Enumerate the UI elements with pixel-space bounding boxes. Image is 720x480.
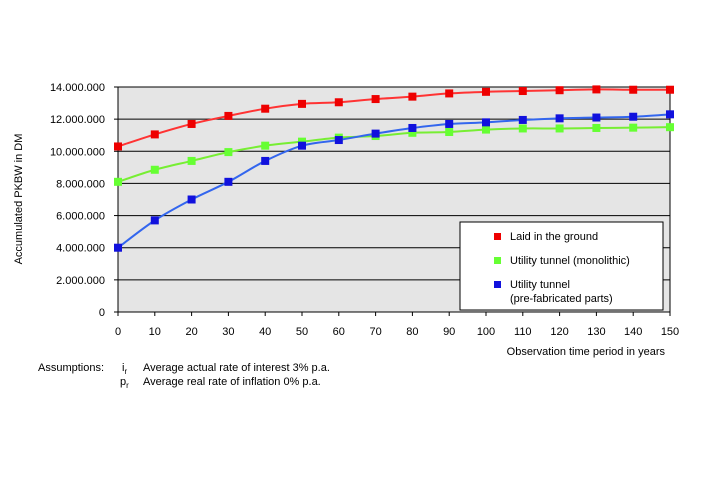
- series-0-point-7: [371, 95, 380, 104]
- series-0-point-10: [482, 87, 490, 96]
- x-tick-label-9: 90: [443, 326, 455, 338]
- x-tick-label-5: 50: [296, 326, 308, 338]
- series-2-point-2: [187, 195, 196, 204]
- series-1-point-4: [261, 141, 270, 150]
- legend-label-2b: (pre-fabricated parts): [510, 293, 613, 305]
- y-tick-label-1: 2.000.000: [56, 275, 105, 287]
- series-1-point-9: [445, 128, 454, 136]
- x-tick-label-0: 0: [115, 326, 121, 338]
- series-0-point-5: [298, 99, 306, 108]
- axis-ticks: 0 2.000.000 4.000.000 6.000.000 8.000.000 10.…: [50, 82, 679, 338]
- x-tick-label-15: 150: [661, 326, 679, 338]
- x-axis-label: Observation time period in years: [507, 346, 666, 358]
- x-tick-label-6: 60: [333, 326, 345, 338]
- series-1-point-8: [408, 128, 417, 137]
- legend-marker-0: [494, 233, 501, 240]
- symbol-i-sub: r: [124, 367, 128, 377]
- series-2-point-13: [592, 113, 601, 122]
- assumption-text-interest: Average actual rate of interest 3% p.a.: [143, 362, 330, 374]
- series-group: [114, 85, 674, 252]
- x-tick-label-4: 40: [259, 326, 271, 338]
- legend-marker-1: [494, 257, 501, 264]
- series-2-point-0: [114, 243, 122, 252]
- series-2-point-6: [334, 136, 343, 145]
- series-1-point-13: [592, 123, 601, 132]
- series-2-point-5: [298, 141, 306, 150]
- series-1-point-0: [114, 177, 122, 186]
- series-line-0: [117, 88, 671, 148]
- x-tick-label-1: 10: [149, 326, 161, 338]
- series-2-point-14: [629, 112, 638, 121]
- series-0-point-3: [224, 111, 233, 120]
- y-tick-label-5: 10.000.000: [50, 146, 105, 158]
- symbol-i: i: [122, 362, 125, 374]
- series-1-point-10: [482, 125, 490, 134]
- series-0-point-6: [334, 98, 343, 107]
- x-tick-label-10: 100: [477, 326, 495, 338]
- x-tick-label-11: 110: [514, 326, 532, 338]
- assumptions-label: Assumptions:: [38, 362, 105, 374]
- series-0-point-14: [629, 85, 638, 94]
- legend-label-2a: Utility tunnel: [510, 279, 570, 291]
- y-tick-label-4: 8.000.000: [56, 178, 105, 190]
- series-0-point-11: [518, 87, 527, 96]
- series-1-point-12: [555, 124, 564, 133]
- symbol-p: p: [120, 376, 127, 388]
- x-tick-label-12: 120: [550, 326, 568, 338]
- series-0-point-0: [114, 142, 122, 151]
- symbol-p-sub: r: [126, 381, 129, 391]
- series-0-point-1: [150, 130, 159, 139]
- series-2-point-15: [666, 110, 674, 119]
- series-1-point-1: [150, 165, 159, 174]
- series-2-point-7: [371, 129, 380, 138]
- x-tick-label-8: 80: [406, 326, 418, 338]
- series-1-point-15: [666, 123, 674, 132]
- x-tick-label-7: 70: [369, 326, 381, 338]
- legend-marker-2: [494, 281, 501, 288]
- legend-label-1: Utility tunnel (monolithic): [510, 255, 630, 267]
- series-0-point-13: [592, 85, 601, 94]
- series-line-2: [117, 113, 671, 249]
- x-tick-label-14: 140: [624, 326, 642, 338]
- series-2-point-12: [555, 114, 564, 123]
- y-tick-label-0: 0: [99, 307, 105, 319]
- series-2-point-3: [224, 177, 233, 186]
- series-1-point-14: [629, 123, 638, 132]
- assumption-symbol-inflation: pr: [120, 375, 129, 393]
- legend-label-0: Laid in the ground: [510, 231, 598, 243]
- legend: Laid in the ground Utility tunnel (monol…: [459, 221, 664, 311]
- x-tick-label-13: 130: [587, 326, 605, 338]
- series-1-point-11: [518, 124, 527, 133]
- chart: 0 2.000.000 4.000.000 6.000.000 8.000.000 10.…: [13, 82, 679, 358]
- grid-lines: [118, 86, 670, 281]
- series-1-point-5: [298, 137, 306, 146]
- assumption-symbol-interest: ir: [122, 361, 127, 379]
- assumption-text-inflation: Average real rate of inflation 0% p.a.: [143, 376, 321, 388]
- series-line-1: [117, 126, 671, 183]
- series-2-point-11: [518, 115, 527, 124]
- y-tick-label-7: 14.000.000: [50, 82, 105, 94]
- series-1-point-3: [224, 148, 233, 157]
- series-0-point-9: [445, 89, 454, 98]
- series-0-point-12: [555, 86, 564, 95]
- y-tick-label-6: 12.000.000: [50, 114, 105, 126]
- series-0-point-15: [666, 85, 674, 94]
- x-tick-label-2: 20: [185, 326, 197, 338]
- x-tick-label-3: 30: [222, 326, 234, 338]
- series-1-point-2: [187, 156, 196, 165]
- y-axis-label: Accumulated PKBW in DM: [13, 134, 25, 265]
- legend-box: [459, 221, 664, 311]
- series-0-point-4: [261, 104, 270, 113]
- series-2-point-4: [261, 156, 270, 165]
- y-tick-label-2: 4.000.000: [56, 243, 105, 255]
- series-0-point-8: [408, 92, 417, 101]
- series-2-point-9: [445, 119, 454, 128]
- series-2-point-8: [408, 123, 417, 132]
- y-tick-label-3: 6.000.000: [56, 211, 105, 223]
- series-2-point-1: [150, 216, 159, 225]
- series-2-point-10: [482, 118, 490, 127]
- series-0-point-2: [187, 119, 196, 128]
